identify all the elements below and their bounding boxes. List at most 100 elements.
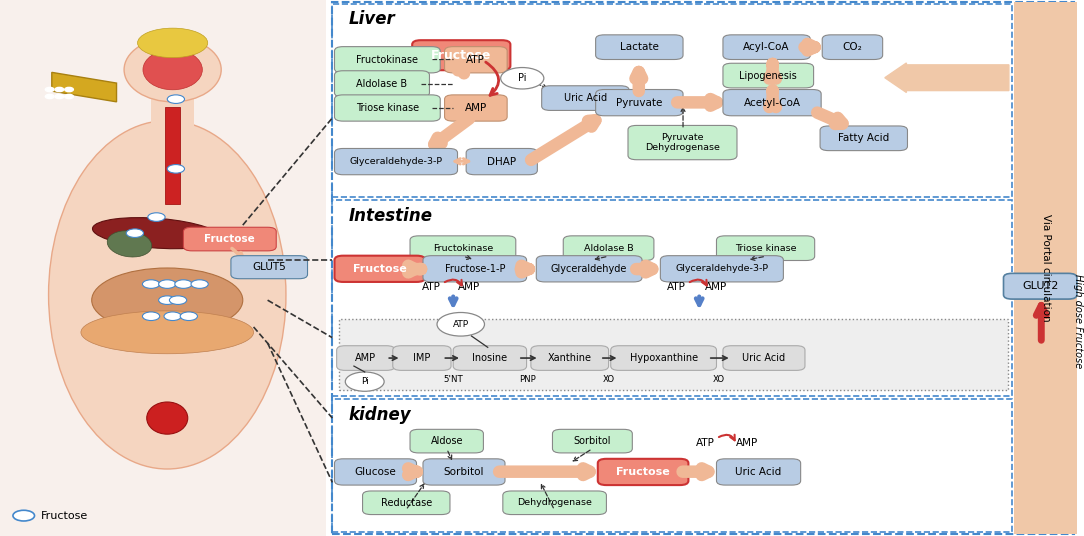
Text: Fructose-1-P: Fructose-1-P xyxy=(444,264,505,274)
Circle shape xyxy=(346,372,384,391)
FancyBboxPatch shape xyxy=(410,236,516,260)
Text: Liver: Liver xyxy=(349,10,396,28)
Text: 5'NT: 5'NT xyxy=(443,375,463,384)
Text: Pyruvate: Pyruvate xyxy=(616,98,662,108)
Text: GLUT2: GLUT2 xyxy=(1022,281,1058,291)
Text: GLUT5: GLUT5 xyxy=(253,262,286,272)
Text: Fructokinase: Fructokinase xyxy=(433,244,493,252)
Text: Fructose: Fructose xyxy=(431,49,491,62)
FancyBboxPatch shape xyxy=(335,95,440,121)
Text: Fatty Acid: Fatty Acid xyxy=(838,133,889,143)
Text: Intestine: Intestine xyxy=(349,207,433,225)
FancyBboxPatch shape xyxy=(335,256,425,282)
Text: Glyceraldehyde-3-P: Glyceraldehyde-3-P xyxy=(675,264,769,273)
FancyBboxPatch shape xyxy=(1015,2,1076,534)
Text: DHAP: DHAP xyxy=(487,157,516,167)
FancyBboxPatch shape xyxy=(610,346,717,370)
Text: Uric Acid: Uric Acid xyxy=(564,93,607,103)
FancyBboxPatch shape xyxy=(537,256,642,282)
Circle shape xyxy=(65,94,74,99)
Text: Xanthine: Xanthine xyxy=(547,353,592,363)
FancyBboxPatch shape xyxy=(723,90,822,116)
FancyBboxPatch shape xyxy=(392,346,451,370)
Ellipse shape xyxy=(81,311,254,354)
Circle shape xyxy=(46,87,54,92)
Ellipse shape xyxy=(124,38,221,102)
Text: IMP: IMP xyxy=(413,353,430,363)
FancyBboxPatch shape xyxy=(444,95,507,121)
Text: Lipogenesis: Lipogenesis xyxy=(739,71,797,80)
Text: AMDP: AMDP xyxy=(353,375,378,384)
FancyArrowPatch shape xyxy=(689,280,707,286)
Text: Acetyl-CoA: Acetyl-CoA xyxy=(744,98,801,108)
Text: Pi: Pi xyxy=(361,377,369,386)
Circle shape xyxy=(167,165,184,173)
Text: Sorbitol: Sorbitol xyxy=(443,467,485,477)
Text: Fructose: Fructose xyxy=(41,511,88,520)
Ellipse shape xyxy=(143,49,203,90)
Text: Triose kinase: Triose kinase xyxy=(735,244,797,252)
FancyBboxPatch shape xyxy=(444,47,507,73)
FancyBboxPatch shape xyxy=(595,35,683,59)
Circle shape xyxy=(169,296,186,304)
FancyBboxPatch shape xyxy=(723,35,811,59)
Text: Dehydrogenase: Dehydrogenase xyxy=(517,498,592,507)
Text: AMP: AMP xyxy=(736,438,758,448)
FancyBboxPatch shape xyxy=(453,346,527,370)
Ellipse shape xyxy=(92,268,243,332)
Text: Lactate: Lactate xyxy=(620,42,659,52)
Text: ATP: ATP xyxy=(422,282,441,292)
Polygon shape xyxy=(52,72,117,102)
Text: Acyl-CoA: Acyl-CoA xyxy=(744,42,790,52)
Circle shape xyxy=(180,312,197,321)
FancyBboxPatch shape xyxy=(423,256,527,282)
Circle shape xyxy=(147,213,165,221)
FancyBboxPatch shape xyxy=(503,491,606,515)
FancyBboxPatch shape xyxy=(423,459,505,485)
FancyBboxPatch shape xyxy=(628,125,737,160)
FancyBboxPatch shape xyxy=(339,319,1008,390)
Text: Inosine: Inosine xyxy=(473,353,507,363)
Text: Sorbitol: Sorbitol xyxy=(573,436,611,446)
Text: AMP: AMP xyxy=(465,103,487,113)
Text: Via Portal circulation: Via Portal circulation xyxy=(1041,214,1050,322)
FancyBboxPatch shape xyxy=(597,459,688,485)
Circle shape xyxy=(158,280,176,288)
FancyBboxPatch shape xyxy=(410,429,483,453)
Circle shape xyxy=(437,312,485,336)
FancyBboxPatch shape xyxy=(553,429,632,453)
FancyBboxPatch shape xyxy=(723,63,814,88)
FancyBboxPatch shape xyxy=(335,47,440,73)
FancyBboxPatch shape xyxy=(660,256,784,282)
Text: Glyceraldehyde: Glyceraldehyde xyxy=(551,264,628,274)
Text: AMP: AMP xyxy=(459,282,480,292)
FancyBboxPatch shape xyxy=(717,459,801,485)
Text: Fructokinase: Fructokinase xyxy=(357,55,418,65)
Text: ATP: ATP xyxy=(667,282,686,292)
Text: Uric Acid: Uric Acid xyxy=(735,467,782,477)
FancyArrowPatch shape xyxy=(719,435,735,440)
FancyBboxPatch shape xyxy=(151,91,194,134)
FancyBboxPatch shape xyxy=(335,148,457,175)
Text: AMP: AMP xyxy=(706,282,727,292)
Text: Pi: Pi xyxy=(518,73,527,83)
Text: Fructose: Fructose xyxy=(353,264,406,274)
Text: Glucose: Glucose xyxy=(354,467,397,477)
FancyBboxPatch shape xyxy=(335,459,416,485)
Circle shape xyxy=(46,94,54,99)
FancyBboxPatch shape xyxy=(823,35,882,59)
FancyBboxPatch shape xyxy=(466,148,538,175)
Circle shape xyxy=(501,68,544,89)
FancyBboxPatch shape xyxy=(337,346,395,370)
Text: XO: XO xyxy=(603,375,615,384)
Text: Glyceraldehyde-3-P: Glyceraldehyde-3-P xyxy=(349,157,442,166)
FancyBboxPatch shape xyxy=(335,71,429,97)
Ellipse shape xyxy=(49,121,286,469)
FancyBboxPatch shape xyxy=(412,40,511,70)
Text: High dose Fructose: High dose Fructose xyxy=(1072,274,1083,369)
Text: Triose kinase: Triose kinase xyxy=(356,103,418,113)
FancyBboxPatch shape xyxy=(542,86,629,110)
FancyBboxPatch shape xyxy=(1004,273,1076,299)
Text: AMP: AMP xyxy=(356,353,376,363)
Ellipse shape xyxy=(92,218,220,249)
